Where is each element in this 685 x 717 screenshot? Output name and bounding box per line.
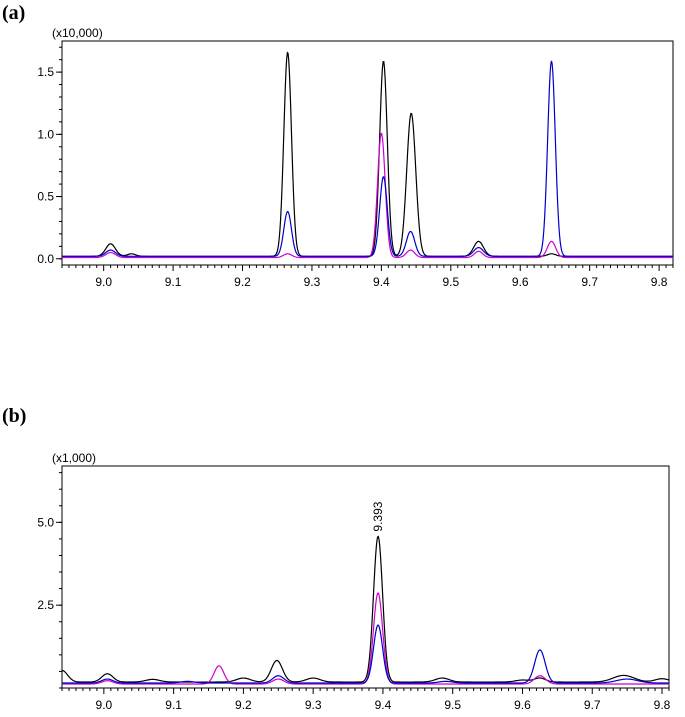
x-tick-label: 9.1 — [165, 698, 182, 712]
series-line-2 — [62, 624, 669, 684]
x-tick-label: 9.6 — [512, 275, 529, 289]
x-tick-label: 9.5 — [442, 275, 459, 289]
series-line-1 — [62, 132, 673, 259]
chromatogram-a: (x10,000) 9.0 9.1 9.2 9.3 9.4 9.5 9.6 9.7 9.8 0.0… — [37, 26, 674, 289]
x-tick-label: 9.5 — [444, 698, 461, 712]
y-tick-label: 1.0 — [37, 127, 54, 141]
x-tick-label: 9.7 — [584, 698, 601, 712]
panel-b-label: (b) — [2, 405, 27, 427]
y-tick-label: 0.5 — [37, 190, 54, 204]
plot-frame-a — [61, 40, 674, 266]
peak-annotation: 9.393 — [371, 501, 385, 531]
x-tick-label: 9.6 — [514, 698, 531, 712]
x-tick-label: 9.0 — [95, 275, 112, 289]
x-tick-label: 9.0 — [96, 698, 113, 712]
y-tick-label: 1.5 — [37, 65, 54, 79]
series-line-2 — [62, 60, 673, 257]
x-tick-label: 9.2 — [235, 698, 252, 712]
scale-label-b: (x1,000) — [52, 451, 96, 465]
series-line-0 — [62, 535, 669, 683]
x-tick-label: 9.4 — [375, 698, 392, 712]
x-tick-label: 9.3 — [304, 275, 321, 289]
x-tick-label: 9.8 — [651, 275, 668, 289]
x-tick-label: 9.8 — [654, 698, 671, 712]
x-tick-label: 9.7 — [581, 275, 598, 289]
scale-label-a: (x10,000) — [52, 26, 103, 40]
x-tick-label: 9.2 — [234, 275, 251, 289]
plot-frame-b — [61, 465, 670, 689]
series-line-1 — [62, 592, 669, 685]
y-tick-label: 0.0 — [37, 252, 54, 266]
panel-a-label: (a) — [2, 2, 26, 24]
y-tick-label: 2.5 — [37, 598, 54, 612]
y-tick-label: 5.0 — [37, 515, 54, 529]
series-line-0 — [62, 51, 673, 257]
x-tick-label: 9.4 — [373, 275, 390, 289]
x-tick-label: 9.1 — [165, 275, 182, 289]
x-tick-label: 9.3 — [305, 698, 322, 712]
chromatogram-b: (x1,000) 9.0 9.1 9.2 9.3 9.4 9.5 9.6 9.7 9.8 2.5 5… — [37, 451, 670, 712]
